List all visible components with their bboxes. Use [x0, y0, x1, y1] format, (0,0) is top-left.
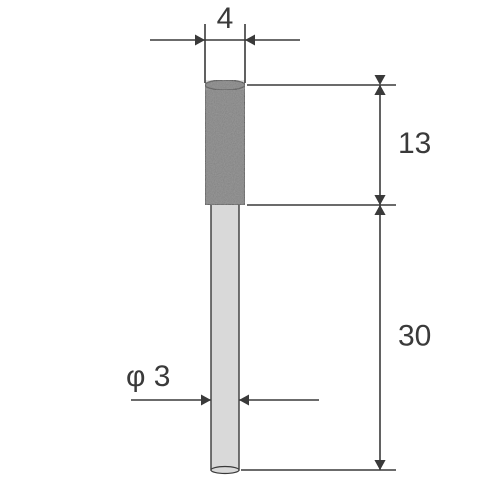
shank: [211, 201, 239, 470]
dim-label-shank-dia: φ 3: [126, 360, 170, 393]
dim-label-shank-len: 30: [398, 319, 431, 352]
head-top-ellipse: [205, 80, 245, 90]
arrowhead: [375, 195, 386, 205]
grinding-head: [205, 85, 245, 205]
arrowhead: [239, 395, 249, 406]
arrowhead: [245, 35, 255, 46]
dim-label-top: 4: [217, 2, 234, 35]
arrowhead: [375, 85, 386, 95]
dim-label-head-len: 13: [398, 127, 431, 160]
dimension-drawing: 4 13 30 φ 3: [0, 0, 500, 500]
arrowhead: [375, 75, 386, 85]
arrowhead: [195, 35, 205, 46]
shank-bottom-ellipse: [211, 467, 239, 474]
arrowhead: [375, 460, 386, 470]
arrowhead: [201, 395, 211, 406]
arrowhead: [375, 205, 386, 215]
